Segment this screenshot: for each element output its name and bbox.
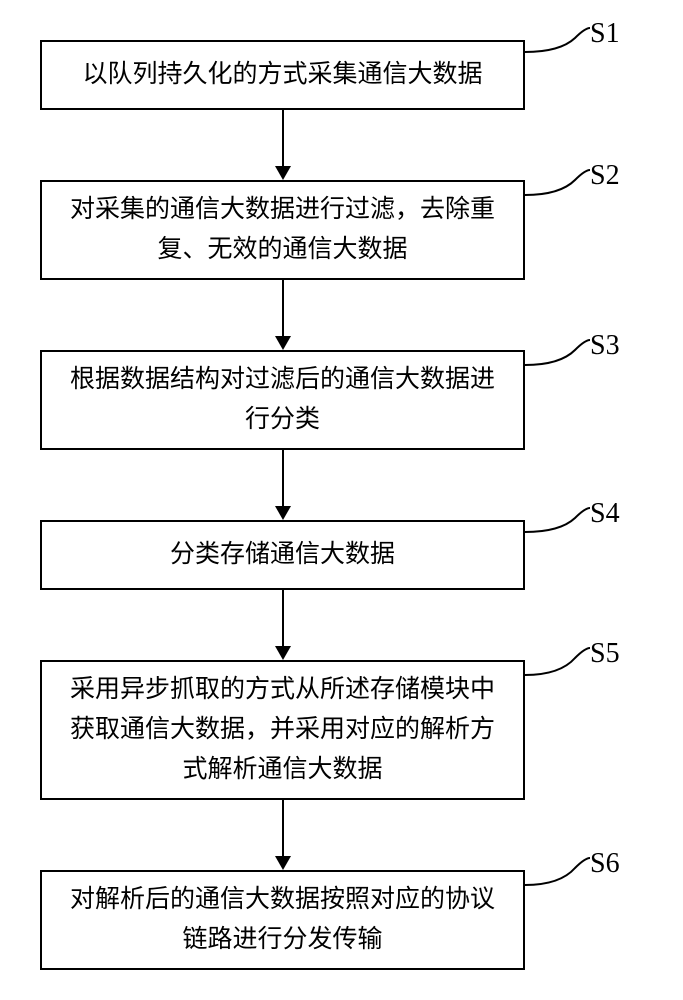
arrow-4-line bbox=[282, 590, 284, 646]
step-label-s1: S1 bbox=[590, 18, 620, 50]
arrow-2-line bbox=[282, 280, 284, 336]
arrow-5-head bbox=[275, 856, 291, 870]
callout-s4 bbox=[0, 0, 683, 1000]
step-label-s6: S6 bbox=[590, 848, 620, 880]
step-text: 以队列持久化的方式采集通信大数据 bbox=[82, 55, 482, 95]
arrow-2-head bbox=[275, 336, 291, 350]
step-box-s1: 以队列持久化的方式采集通信大数据 bbox=[40, 40, 525, 110]
arrow-4-head bbox=[275, 646, 291, 660]
arrow-1-head bbox=[275, 166, 291, 180]
step-text: 采用异步抓取的方式从所述存储模块中获取通信大数据，并采用对应的解析方式解析通信大… bbox=[62, 670, 503, 790]
step-text: 根据数据结构对过滤后的通信大数据进行分类 bbox=[62, 360, 503, 440]
step-label-s2: S2 bbox=[590, 160, 620, 192]
step-label-s4: S4 bbox=[590, 498, 620, 530]
callout-s1 bbox=[0, 0, 683, 1000]
step-text: 分类存储通信大数据 bbox=[170, 535, 395, 575]
step-label-s5: S5 bbox=[590, 638, 620, 670]
callout-s6 bbox=[0, 0, 683, 1000]
step-box-s4: 分类存储通信大数据 bbox=[40, 520, 525, 590]
arrow-3-head bbox=[275, 506, 291, 520]
callout-s5 bbox=[0, 0, 683, 1000]
step-box-s5: 采用异步抓取的方式从所述存储模块中获取通信大数据，并采用对应的解析方式解析通信大… bbox=[40, 660, 525, 800]
callout-s3 bbox=[0, 0, 683, 1000]
step-box-s6: 对解析后的通信大数据按照对应的协议链路进行分发传输 bbox=[40, 870, 525, 970]
step-box-s2: 对采集的通信大数据进行过滤，去除重复、无效的通信大数据 bbox=[40, 180, 525, 280]
arrow-3-line bbox=[282, 450, 284, 506]
step-label-s3: S3 bbox=[590, 330, 620, 362]
step-box-s3: 根据数据结构对过滤后的通信大数据进行分类 bbox=[40, 350, 525, 450]
step-text: 对解析后的通信大数据按照对应的协议链路进行分发传输 bbox=[62, 880, 503, 960]
arrow-5-line bbox=[282, 800, 284, 856]
arrow-1-line bbox=[282, 110, 284, 166]
callout-s2 bbox=[0, 0, 683, 1000]
step-text: 对采集的通信大数据进行过滤，去除重复、无效的通信大数据 bbox=[62, 190, 503, 270]
